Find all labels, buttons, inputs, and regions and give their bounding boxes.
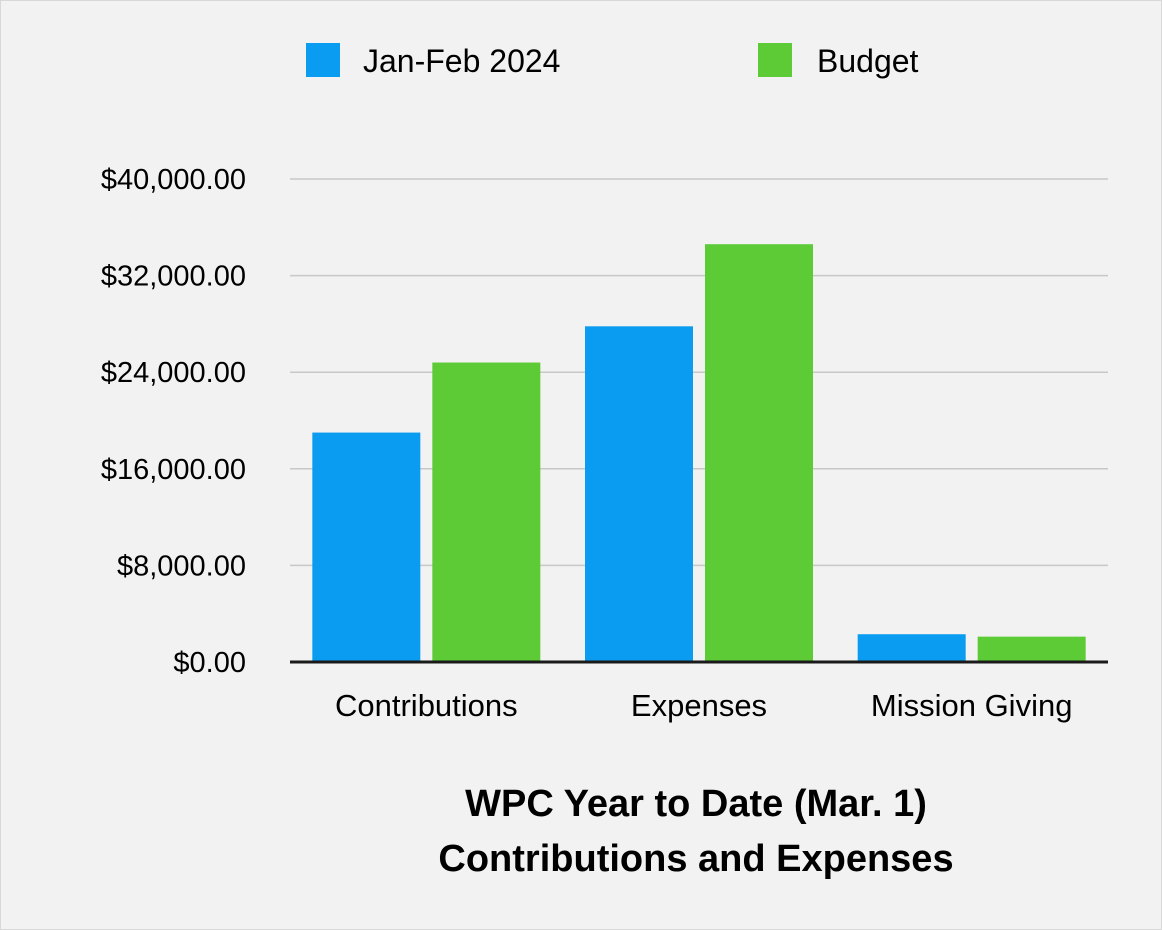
chart-title-line-2: Contributions and Expenses	[438, 838, 953, 880]
grid-layer	[290, 178, 1108, 567]
y-axis-ticks: $0.00 $8,000.00 $16,000.00 $24,000.00 $32,00…	[101, 164, 246, 679]
x-axis-categories: Contributions Expenses Mission Giving	[335, 688, 1072, 723]
x-category-label: Mission Giving	[871, 688, 1073, 723]
legend-label-budget: Budget	[817, 43, 919, 79]
legend-swatch-budget	[758, 43, 792, 77]
x-category-label: Contributions	[335, 688, 518, 723]
x-category-label: Expenses	[631, 688, 767, 723]
chart-title-line-1: WPC Year to Date (Mar. 1)	[465, 783, 927, 825]
bar-jan-feb-2024-contributions	[312, 432, 421, 662]
legend-label-jan-feb-2024: Jan-Feb 2024	[363, 43, 560, 79]
y-tick-label: $32,000.00	[101, 261, 246, 293]
y-tick-label: $24,000.00	[101, 357, 246, 389]
y-tick-label: $16,000.00	[101, 454, 246, 486]
chart-title: WPC Year to Date (Mar. 1) Contributions …	[438, 783, 953, 880]
bar-budget-mission-giving	[977, 636, 1086, 662]
legend-swatch-jan-feb-2024	[306, 43, 340, 77]
legend: Jan-Feb 2024 Budget	[306, 43, 919, 79]
y-tick-label: $40,000.00	[101, 164, 246, 196]
bar-budget-expenses	[705, 244, 813, 662]
bars-layer	[312, 244, 1086, 662]
bar-budget-contributions	[432, 362, 541, 662]
y-tick-label: $0.00	[173, 647, 246, 679]
bar-jan-feb-2024-mission-giving	[857, 634, 966, 662]
bar-jan-feb-2024-expenses	[585, 326, 693, 662]
y-tick-label: $8,000.00	[117, 550, 246, 582]
